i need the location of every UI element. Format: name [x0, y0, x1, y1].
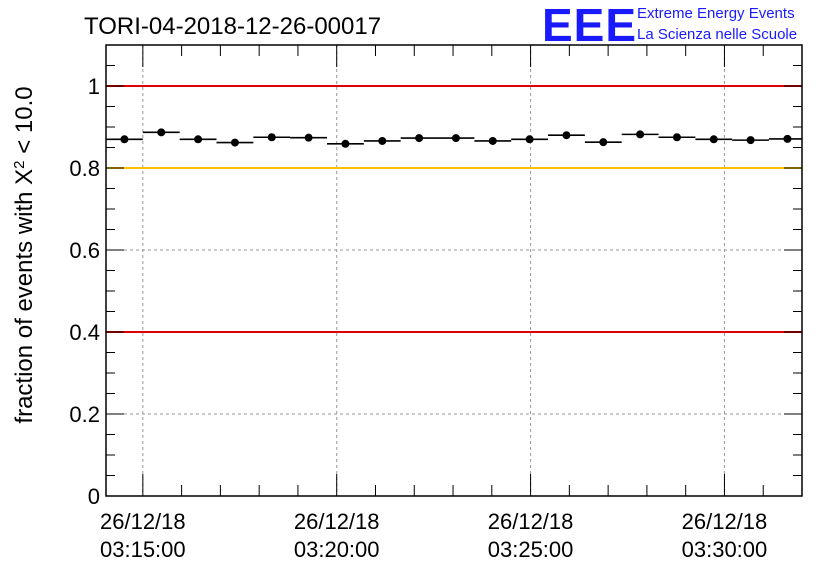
point-marker — [157, 128, 166, 137]
data-point — [142, 128, 180, 137]
reference-lines — [106, 85, 802, 333]
x-tick-time: 03:30:00 — [682, 537, 768, 562]
x-tick-date: 26/12/18 — [100, 509, 186, 534]
point-marker — [746, 136, 755, 145]
data-point — [695, 135, 733, 144]
y-tick-label: 0.2 — [69, 402, 100, 427]
point-marker — [267, 133, 276, 142]
x-tick-time: 03:20:00 — [294, 537, 380, 562]
data-point — [106, 135, 143, 144]
plot-frame — [105, 44, 803, 497]
data-point — [621, 130, 659, 139]
logo-line-2: La Scienza nelle Scuole — [637, 26, 797, 43]
axis-tick-labels: 0 0.2 0.4 0.6 0.8 1 26/12/18 03:15:00 26/12/18 03… — [69, 74, 767, 562]
x-tick-date: 26/12/18 — [488, 509, 574, 534]
point-marker — [636, 130, 645, 139]
eee-logo: EEE Extreme Energy Events La Scienza nel… — [542, 0, 797, 51]
data-point — [511, 135, 549, 144]
point-marker — [672, 133, 681, 142]
point-marker — [562, 131, 571, 140]
y-axis-label: fraction of events with X2 < 10.0 — [11, 86, 39, 423]
data-point — [216, 138, 254, 147]
point-marker — [120, 135, 129, 144]
data-point — [437, 134, 475, 143]
y-axis-label-symbol: X — [11, 169, 38, 185]
y-axis-label-suffix: < 10.0 — [11, 86, 38, 160]
data-point — [548, 131, 585, 140]
logo-line-1: Extreme Energy Events — [637, 5, 795, 22]
x-tick-time: 03:25:00 — [488, 537, 574, 562]
x-tick-time: 03:15:00 — [100, 537, 186, 562]
data-point — [732, 136, 770, 145]
point-marker — [415, 134, 424, 143]
data-point — [363, 136, 401, 145]
chart-title: TORI-04-2018-12-26-00017 — [84, 13, 381, 40]
data-point — [400, 134, 438, 143]
point-marker — [194, 135, 203, 144]
data-point — [327, 139, 364, 148]
y-axis-label-superscript: 2 — [11, 160, 28, 168]
point-marker — [599, 138, 608, 147]
point-marker — [525, 135, 534, 144]
point-marker — [488, 136, 497, 145]
y-axis-label-prefix: fraction of events with — [11, 185, 38, 424]
point-marker — [378, 136, 387, 145]
point-marker — [451, 134, 460, 143]
y-tick-label: 0.4 — [69, 320, 100, 345]
x-tick-label: 26/12/18 03:25:00 — [488, 509, 574, 562]
axis-ticks — [106, 44, 803, 497]
y-tick-label: 0.8 — [69, 156, 100, 181]
data-point — [474, 136, 512, 145]
data-points — [106, 128, 802, 148]
x-tick-label: 26/12/18 03:30:00 — [682, 509, 768, 562]
y-tick-label: 1 — [88, 74, 100, 99]
x-tick-date: 26/12/18 — [294, 509, 380, 534]
data-point — [179, 135, 217, 144]
y-tick-label: 0.6 — [69, 238, 100, 263]
point-marker — [783, 134, 792, 143]
point-marker — [304, 133, 313, 142]
point-marker — [341, 139, 350, 148]
data-point — [584, 138, 622, 147]
data-point — [769, 134, 802, 143]
y-tick-label: 0 — [88, 484, 100, 509]
grid-lines — [106, 45, 802, 496]
x-tick-date: 26/12/18 — [682, 509, 768, 534]
point-marker — [230, 138, 239, 147]
data-point — [658, 133, 696, 142]
x-tick-label: 26/12/18 03:20:00 — [294, 509, 380, 562]
logo-letters: EEE — [542, 0, 637, 51]
plot-border — [105, 44, 803, 497]
point-marker — [709, 135, 718, 144]
x-tick-label: 26/12/18 03:15:00 — [100, 509, 186, 562]
data-point — [290, 133, 328, 142]
data-point — [253, 133, 291, 142]
